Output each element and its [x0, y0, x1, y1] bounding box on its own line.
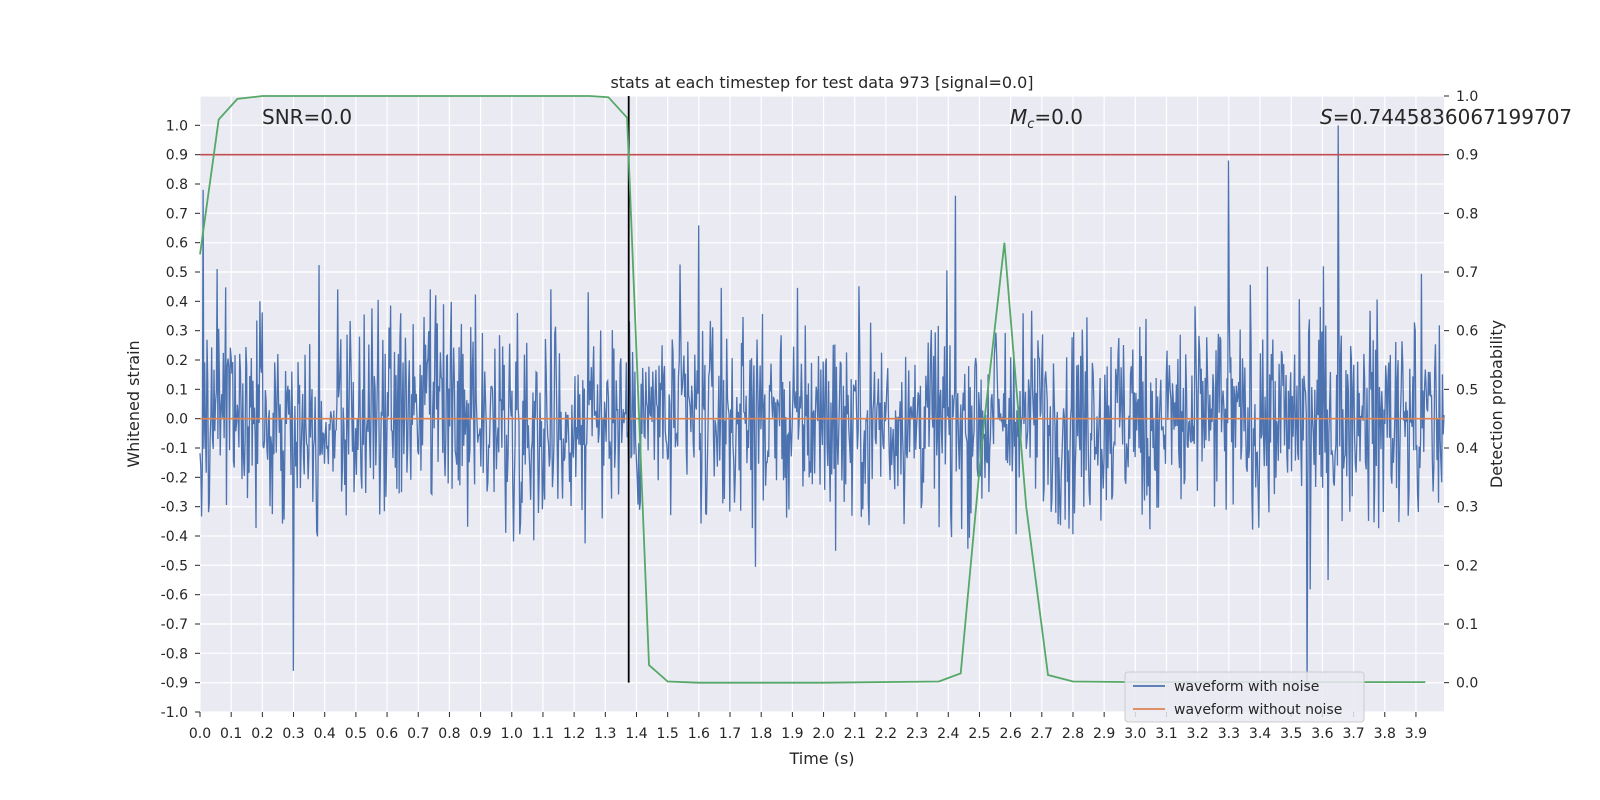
x-tick-label: 3.3 [1218, 726, 1240, 742]
x-tick-label: 0.9 [469, 726, 491, 742]
y-tick-label: -0.4 [161, 529, 188, 545]
x-tick-label: 2.4 [937, 726, 959, 742]
y2-axis-ticks: 0.0 0.1 0.2 0.3 0.4 0.5 0.6 0.7 0.8 0.9 1.0 [1444, 89, 1478, 692]
x-tick-label: 3.1 [1155, 726, 1177, 742]
x-tick-label: 3.2 [1187, 726, 1209, 742]
y2-tick-label: 0.3 [1456, 500, 1478, 516]
y-tick-label: -0.8 [161, 646, 188, 662]
x-tick-label: 0.6 [376, 726, 398, 742]
detection-probability-line [199, 95, 1426, 684]
y-tick-label: 0.0 [166, 412, 188, 428]
x-tick-label: 0.2 [251, 726, 273, 742]
y2-tick-label: 0.4 [1456, 441, 1478, 457]
legend-box [1124, 671, 1365, 723]
x-tick-label: 3.8 [1374, 726, 1396, 742]
x-tick-label: 1.6 [688, 726, 710, 742]
x-tick-label: 1.2 [563, 726, 585, 742]
x-tick-label: 2.8 [1062, 726, 1084, 742]
x-tick-label: 2.1 [844, 726, 866, 742]
y-tick-label: 1.0 [166, 118, 188, 134]
x-tick-label: 1.9 [781, 726, 803, 742]
legend-label-noise: waveform with noise [1174, 679, 1319, 695]
y-tick-label: 0.5 [166, 265, 188, 281]
y-tick-label: 0.8 [166, 177, 188, 193]
x-tick-label: 3.5 [1280, 726, 1302, 742]
y2-tick-label: 0.5 [1456, 382, 1478, 398]
snr-annotation: SNR=0.0 [262, 105, 352, 129]
x-tick-label: 3.0 [1124, 726, 1146, 742]
x-tick-label: 0.3 [282, 726, 304, 742]
y-tick-label: -0.5 [161, 558, 188, 574]
x-tick-label: 3.9 [1405, 726, 1427, 742]
x-axis-ticks: 0.0 0.1 0.2 0.3 0.4 0.5 0.6 0.7 0.8 0.9 1.0 1.1 1.2 1… [189, 712, 1427, 742]
y-tick-label: -0.2 [161, 470, 188, 486]
x-tick-label: 3.6 [1311, 726, 1333, 742]
y-axis-ticks: -1.0 -0.9 -0.8 -0.7 -0.6 -0.5 -0.4 -0.3 -0.2 -0.1… [161, 118, 200, 721]
legend-label-clean: waveform without noise [1174, 702, 1342, 718]
x-tick-label: 1.7 [719, 726, 741, 742]
y2-tick-label: 0.0 [1456, 676, 1478, 692]
y2-tick-label: 0.6 [1456, 324, 1478, 340]
y-tick-label: -0.1 [161, 441, 188, 457]
y-tick-label: -0.3 [161, 500, 188, 516]
x-tick-label: 1.5 [657, 726, 679, 742]
y-tick-label: -0.9 [161, 676, 188, 692]
x-tick-label: 1.1 [532, 726, 554, 742]
noisy-waveform-path [199, 125, 1445, 692]
y-tick-label: 0.9 [166, 148, 188, 164]
x-tick-label: 1.4 [625, 726, 647, 742]
x-tick-label: 0.1 [220, 726, 242, 742]
x-tick-label: 0.4 [314, 726, 336, 742]
y-tick-label: 0.3 [166, 324, 188, 340]
y-tick-label: 0.6 [166, 236, 188, 252]
x-tick-label: 3.7 [1342, 726, 1364, 742]
x-tick-label: 0.0 [189, 726, 211, 742]
y2-tick-label: 0.2 [1456, 558, 1478, 574]
y2-tick-label: 0.1 [1456, 617, 1478, 633]
x-tick-label: 1.8 [750, 726, 772, 742]
y-tick-label: -1.0 [161, 705, 188, 721]
y2-tick-label: 0.9 [1456, 148, 1478, 164]
noisy-waveform-series [199, 125, 1445, 692]
s-annotation: S=0.7445836067199707 [1320, 105, 1572, 129]
x-tick-label: 0.8 [438, 726, 460, 742]
x-tick-label: 2.6 [999, 726, 1021, 742]
x-tick-label: 3.4 [1249, 726, 1271, 742]
y-axis-label: Whitened strain [124, 340, 143, 467]
x-tick-label: 2.7 [1031, 726, 1053, 742]
y-tick-label: 0.2 [166, 353, 188, 369]
chirp-mass-annotation: Mc=0.0 [1010, 105, 1083, 132]
x-axis-label: Time (s) [788, 749, 854, 768]
y2-tick-label: 1.0 [1456, 89, 1478, 105]
x-tick-label: 1.0 [501, 726, 523, 742]
y-tick-label: 0.1 [166, 382, 188, 398]
x-tick-label: 0.5 [345, 726, 367, 742]
x-tick-label: 2.0 [812, 726, 834, 742]
y-tick-label: -0.7 [161, 617, 188, 633]
y2-tick-label: 0.7 [1456, 265, 1478, 281]
chart-title: stats at each timestep for test data 973… [610, 73, 1033, 92]
y-tick-label: 0.4 [166, 294, 188, 310]
x-tick-label: 0.7 [407, 726, 429, 742]
x-tick-label: 1.3 [594, 726, 616, 742]
y-tick-label: -0.6 [161, 588, 188, 604]
x-tick-label: 2.3 [906, 726, 928, 742]
x-tick-label: 2.9 [1093, 726, 1115, 742]
y-tick-label: 0.7 [166, 206, 188, 222]
y2-tick-label: 0.8 [1456, 206, 1478, 222]
x-tick-label: 2.5 [968, 726, 990, 742]
x-tick-label: 2.2 [875, 726, 897, 742]
y2-axis-label: Detection probability [1487, 320, 1506, 488]
legend: waveform with noise waveform without noi… [1124, 671, 1365, 723]
